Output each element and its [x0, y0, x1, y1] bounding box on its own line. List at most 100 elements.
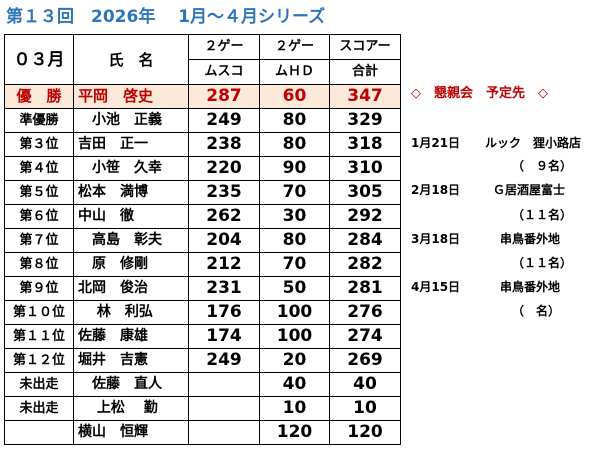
score-cell [188, 420, 260, 445]
score-cell: 262 [188, 204, 260, 229]
total-cell: 318 [329, 132, 401, 157]
hd-cell: 100 [259, 324, 330, 349]
name-cell: 松本 満博 [73, 180, 189, 205]
header-hd-line1: ２ゲー [259, 34, 330, 60]
hd-cell: 10 [259, 396, 330, 421]
name-cell: 堀井 吉憲 [73, 348, 189, 373]
name-cell: 佐藤 直人 [73, 372, 189, 397]
score-cell: 176 [188, 300, 260, 325]
total-cell: 276 [329, 300, 401, 325]
table-row: 第８位 原 修剛 212 70 282 [4, 252, 401, 277]
header-score-line1: ２ゲー [188, 34, 260, 60]
score-cell: 249 [188, 108, 260, 133]
rank-cell: 第１１位 [4, 324, 74, 349]
total-cell: 281 [329, 276, 401, 301]
name-cell: 小池 正義 [73, 108, 189, 133]
score-cell: 235 [188, 180, 260, 205]
total-cell: 347 [329, 84, 401, 109]
total-cell: 329 [329, 108, 401, 133]
score-cell: 220 [188, 156, 260, 181]
rank-cell: 第６位 [4, 204, 74, 229]
hd-cell: 120 [259, 420, 330, 445]
table-row: 第１１位 佐藤 康雄 174 100 274 [4, 324, 401, 349]
party-date: 2月18日 [411, 183, 461, 197]
rank-cell: 第７位 [4, 228, 74, 253]
name-cell: 高島 彰夫 [73, 228, 189, 253]
name-cell: 林 利弘 [73, 300, 189, 325]
hd-cell: 90 [259, 156, 330, 181]
hd-cell: 80 [259, 132, 330, 157]
hd-cell: 70 [259, 252, 330, 277]
hd-cell: 80 [259, 228, 330, 253]
table-row: 第１０位 林 利弘 176 100 276 [4, 300, 401, 325]
rank-cell: 未出走 [4, 396, 74, 421]
rank-cell: 第１０位 [4, 300, 74, 325]
score-cell: 204 [188, 228, 260, 253]
name-cell: 北岡 俊治 [73, 276, 189, 301]
party-place: 串鳥番外地 [500, 280, 561, 294]
name-cell: 中山 徹 [73, 204, 189, 229]
hd-cell: 60 [259, 84, 330, 109]
name-cell: 小笹 久幸 [73, 156, 189, 181]
name-cell: 平岡 啓史 [73, 84, 189, 109]
total-cell: 269 [329, 348, 401, 373]
rank-cell: 第５位 [4, 180, 74, 205]
party-date: 1月21日 [411, 136, 461, 150]
hd-cell: 70 [259, 180, 330, 205]
table-row: 第６位 中山 徹 262 30 292 [4, 204, 401, 229]
table-row: 第９位 北岡 俊治 231 50 281 [4, 276, 401, 301]
party-count: （ ９名） [512, 159, 573, 173]
total-cell: 282 [329, 252, 401, 277]
rank-cell: 第９位 [4, 276, 74, 301]
total-cell: 284 [329, 228, 401, 253]
table-row: 第１２位 堀井 吉憲 249 20 269 [4, 348, 401, 373]
score-cell: 212 [188, 252, 260, 277]
total-cell: 10 [329, 396, 401, 421]
hd-cell: 50 [259, 276, 330, 301]
header-total-line1: スコアー [329, 34, 401, 60]
header-hd-line2: ムＨＤ [259, 59, 330, 85]
hd-cell: 100 [259, 300, 330, 325]
hd-cell: 20 [259, 348, 330, 373]
hd-cell: 80 [259, 108, 330, 133]
party-count: （１１名） [512, 208, 573, 222]
header-total-line2: 合計 [329, 59, 401, 85]
table-row: 横山 恒輝 120 120 [4, 420, 401, 445]
party-place: 串鳥番外地 [500, 232, 561, 246]
rank-cell: 第８位 [4, 252, 74, 277]
total-cell: 274 [329, 324, 401, 349]
rank-cell: 優 勝 [4, 84, 74, 109]
name-cell: 原 修剛 [73, 252, 189, 277]
party-place: ルック 狸小路店 [485, 136, 582, 150]
header-group: ０３月 [4, 34, 74, 85]
table-row: 未出走 上松 勤 10 10 [4, 396, 401, 421]
rank-cell: 第１２位 [4, 348, 74, 373]
party-place: Ｇ居酒屋富士 [493, 183, 566, 197]
table-row: 未出走 佐藤 直人 40 40 [4, 372, 401, 397]
score-cell [188, 396, 260, 421]
hd-cell: 30 [259, 204, 330, 229]
party-date: 4月15日 [411, 280, 461, 294]
rank-cell [4, 420, 74, 445]
party-date: 3月18日 [411, 232, 461, 246]
score-cell: 287 [188, 84, 260, 109]
name-cell: 上松 勤 [73, 396, 189, 421]
rank-cell: 未出走 [4, 372, 74, 397]
total-cell: 120 [329, 420, 401, 445]
party-heading: ◇ 懇親会 予定先 ◇ [411, 86, 548, 101]
table-row: 第４位 小笹 久幸 220 90 310 [4, 156, 401, 181]
page-title: 第１３回 2026年 1月～４月シリーズ [6, 7, 326, 27]
score-table: ０３月 氏 名 ２ゲー ２ゲー スコアー ムスコ ムＨＤ 合計 優 勝 平岡 啓… [4, 34, 401, 445]
total-cell: 292 [329, 204, 401, 229]
party-count: （１１名） [512, 256, 573, 270]
score-cell: 249 [188, 348, 260, 373]
table-row: 第５位 松本 満博 235 70 305 [4, 180, 401, 205]
score-cell [188, 372, 260, 397]
score-cell: 238 [188, 132, 260, 157]
table-row: 第７位 高島 彰夫 204 80 284 [4, 228, 401, 253]
hd-cell: 40 [259, 372, 330, 397]
table-row: 優 勝 平岡 啓史 287 60 347 [4, 84, 401, 109]
table-row: 第３位 吉田 正一 238 80 318 [4, 132, 401, 157]
header-name: 氏 名 [73, 34, 189, 85]
name-cell: 横山 恒輝 [73, 420, 189, 445]
